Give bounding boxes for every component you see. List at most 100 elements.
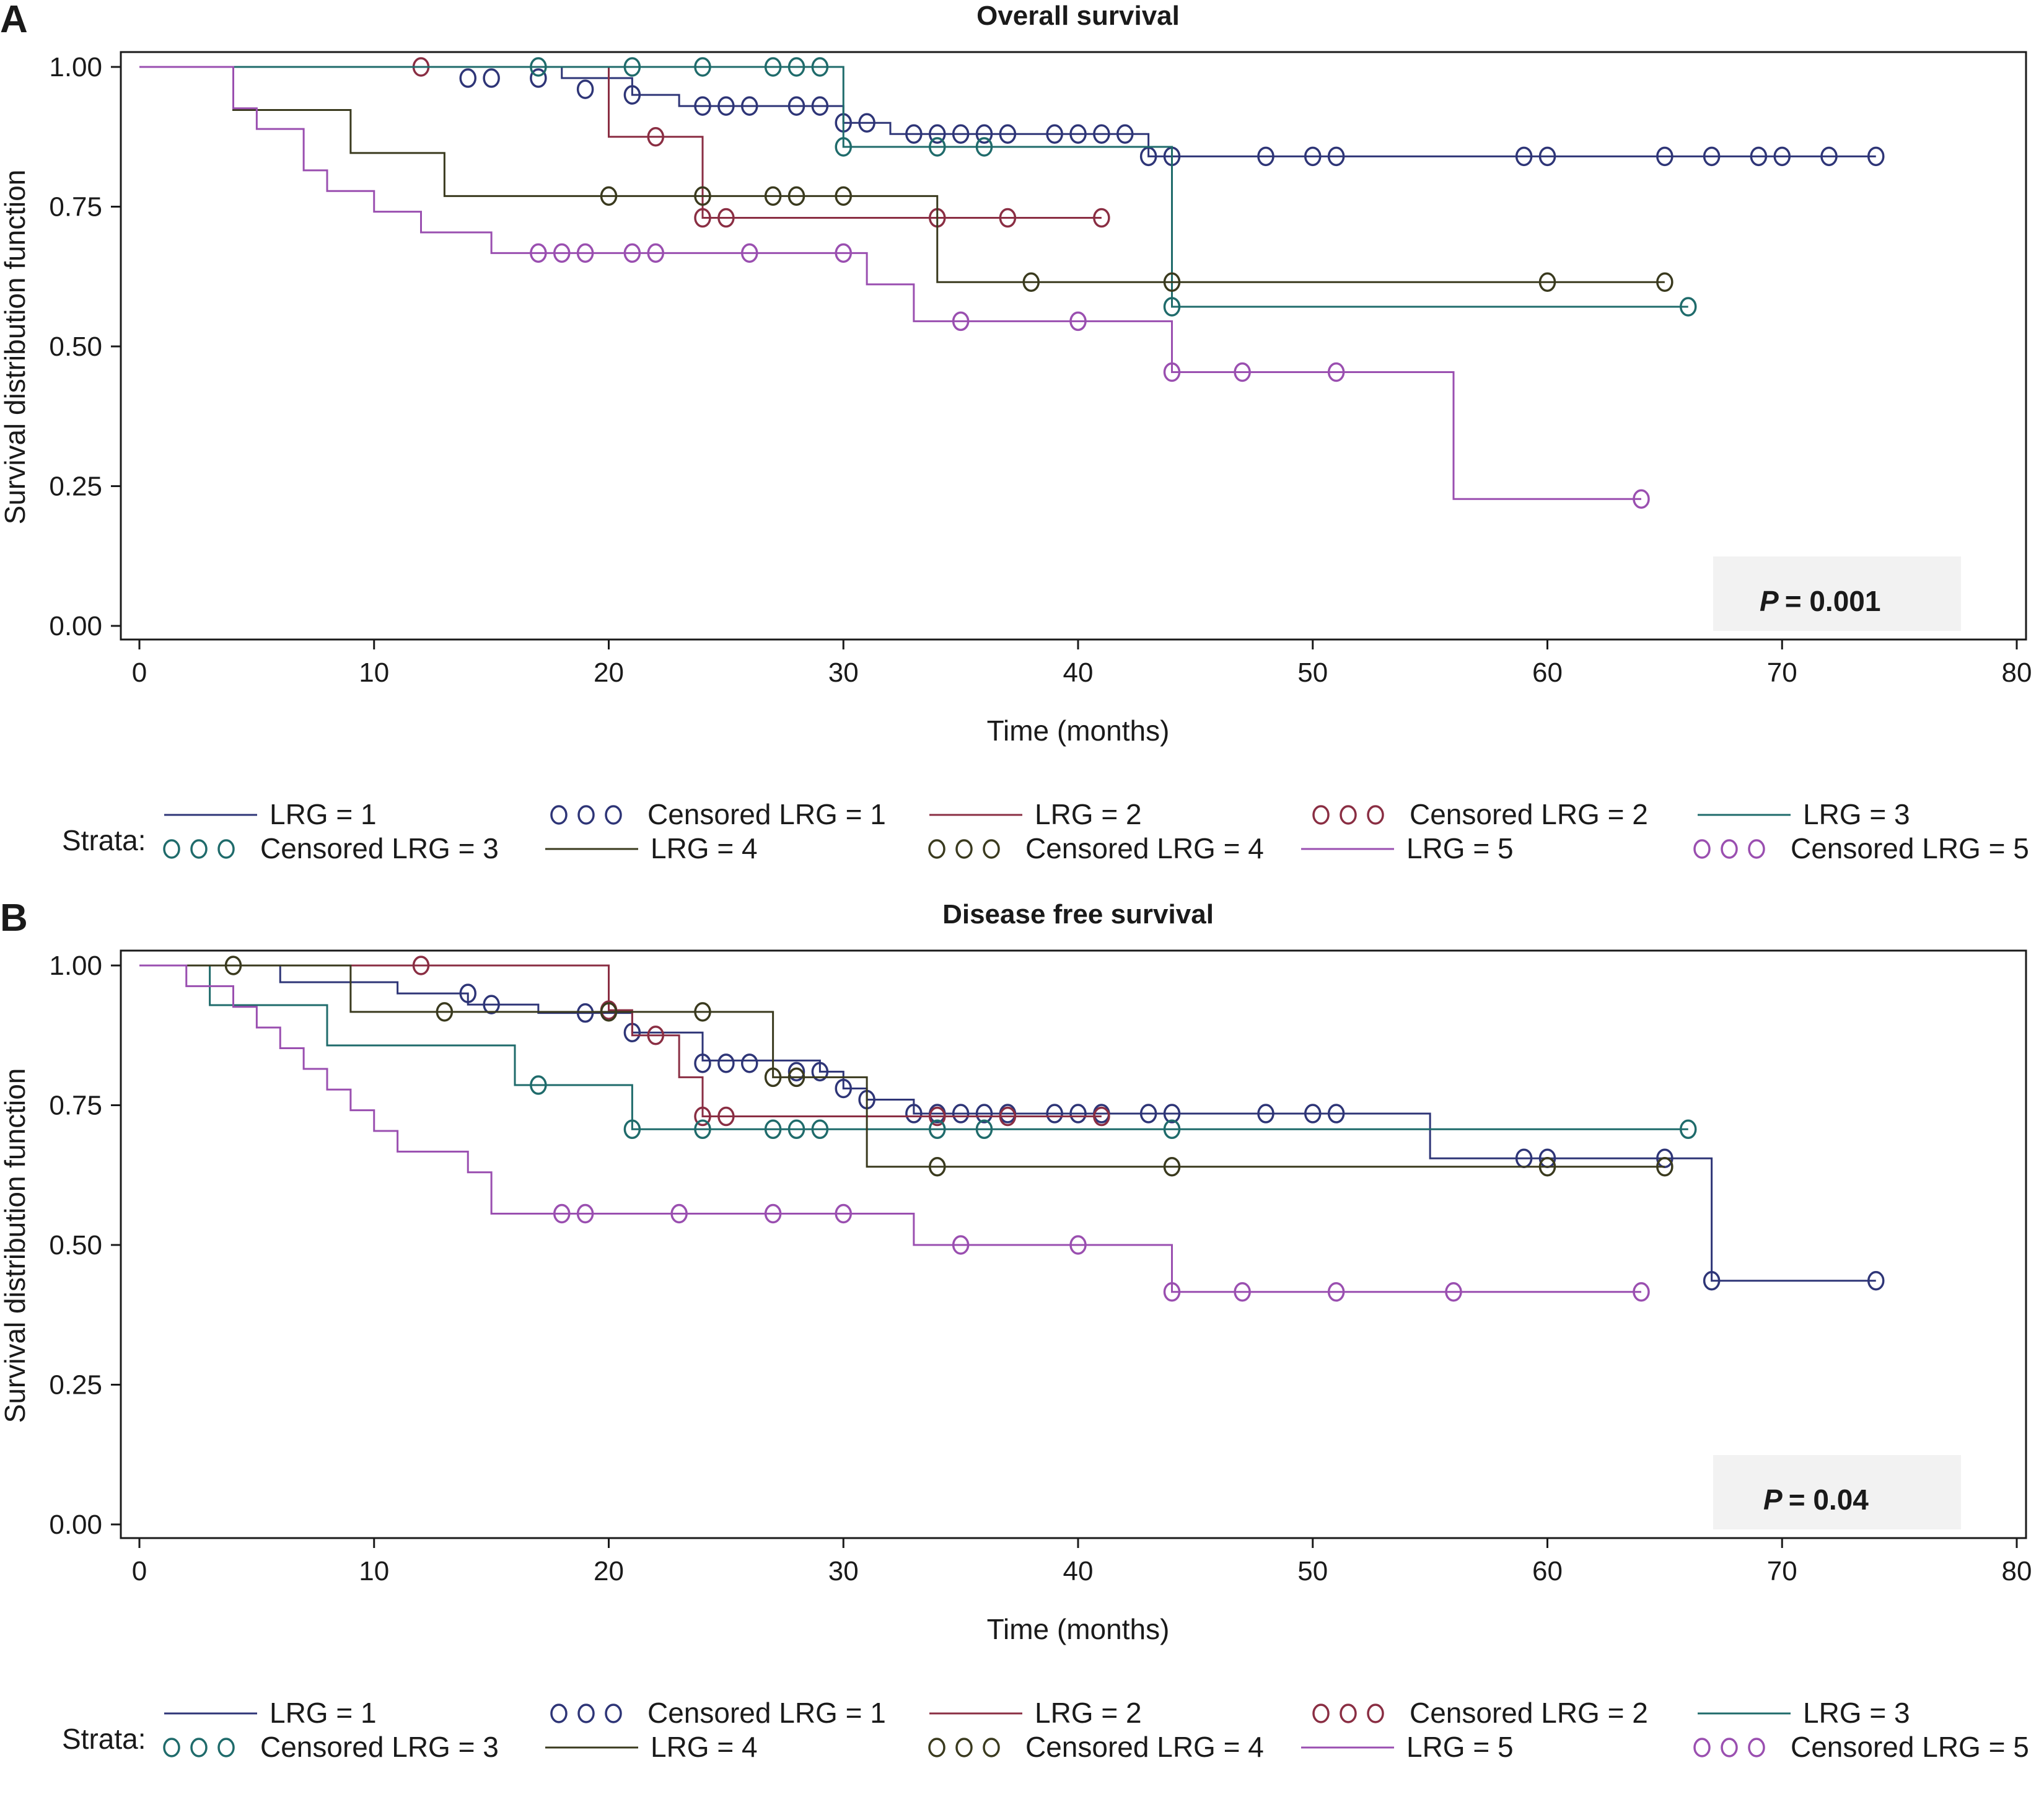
censor-marker <box>764 57 782 77</box>
x-tick-label: 80 <box>2002 1556 2032 1586</box>
censor-marker <box>1163 272 1181 292</box>
series-lrg3 <box>139 57 1697 317</box>
legend-entry-label: Censored LRG = 3 <box>260 832 499 864</box>
censor-marker <box>741 1053 758 1073</box>
censor-marker <box>1680 297 1697 317</box>
censor-marker <box>670 1203 688 1224</box>
censor-marker <box>975 1104 993 1123</box>
censor-marker <box>835 137 852 157</box>
censor-marker <box>1773 146 1791 167</box>
x-tick-label: 60 <box>1532 1556 1563 1586</box>
censor-marker <box>647 127 664 147</box>
legend: Strata:LRG = 1 Censored LRG = 1 LRG = 2 Cen… <box>62 798 2029 864</box>
series-lrg1 <box>139 66 1885 167</box>
censor-marker <box>1046 1104 1063 1123</box>
censor-marker <box>694 1053 711 1073</box>
censor-marker <box>1656 146 1673 167</box>
censor-marker <box>694 57 711 77</box>
legend-marker-swatch <box>190 839 208 859</box>
p-value: = 0.04 <box>1789 1484 1869 1516</box>
p-value-label: P = 0.001 <box>1760 585 1880 617</box>
censor-marker <box>787 96 805 116</box>
censor-marker <box>623 1119 641 1140</box>
censor-marker <box>1304 146 1322 167</box>
y-tick-label: 1.00 <box>49 52 102 82</box>
legend-marker-swatch <box>1367 1704 1384 1723</box>
legend-entry-label: Censored LRG = 2 <box>1410 798 1648 830</box>
censor-marker <box>858 113 875 133</box>
legend-marker-swatch <box>983 1738 1000 1757</box>
x-tick-label: 20 <box>594 657 624 688</box>
legend-marker-swatch <box>1721 839 1738 859</box>
censor-marker <box>553 243 571 263</box>
censor-marker <box>1116 124 1134 144</box>
legend-marker-swatch <box>163 1738 180 1757</box>
y-axis-title: Survival distribution function <box>0 1068 31 1423</box>
censor-marker <box>717 96 735 116</box>
x-tick-label: 50 <box>1297 1556 1328 1586</box>
legend-entry-label: LRG = 5 <box>1406 1731 1514 1763</box>
x-axis-title: Time (months) <box>987 1613 1170 1645</box>
legend-marker-swatch <box>983 839 1000 859</box>
censor-marker <box>647 243 664 263</box>
censor-marker <box>741 96 758 116</box>
censor-marker <box>483 995 500 1014</box>
censor-marker <box>835 1078 852 1099</box>
censor-marker <box>600 1002 618 1022</box>
legend: Strata:LRG = 1 Censored LRG = 1 LRG = 2 Cen… <box>62 1697 2029 1763</box>
legend-strata-label: Strata: <box>62 824 146 856</box>
censor-marker <box>1656 272 1673 292</box>
censor-marker <box>412 956 430 975</box>
censor-marker <box>811 96 829 116</box>
censor-marker <box>694 1106 711 1127</box>
censor-marker <box>1750 146 1768 167</box>
censor-marker <box>717 1053 735 1073</box>
legend-entry-label: LRG = 5 <box>1406 832 1514 864</box>
x-tick-label: 40 <box>1063 657 1094 688</box>
censor-marker <box>929 1106 946 1127</box>
censor-marker <box>1703 146 1721 167</box>
censor-marker <box>717 208 735 228</box>
censor-marker <box>530 68 547 88</box>
censor-marker <box>1656 1156 1673 1177</box>
censor-marker <box>1163 1104 1181 1123</box>
censor-marker <box>952 311 970 332</box>
censor-marker <box>787 1062 805 1082</box>
censor-marker <box>975 124 993 144</box>
censor-marker <box>787 186 805 206</box>
censor-marker <box>1867 1270 1885 1291</box>
censor-marker <box>1445 1282 1462 1302</box>
legend-marker-swatch <box>577 1704 595 1723</box>
censor-marker <box>787 1119 805 1140</box>
legend-marker-swatch <box>1721 1738 1738 1757</box>
censor-marker <box>1680 1119 1697 1140</box>
legend-marker-swatch <box>955 1738 973 1757</box>
censor-marker <box>787 1067 805 1088</box>
legend-marker-swatch <box>550 1704 568 1723</box>
censor-marker <box>1538 272 1556 292</box>
panel-a: A Overall survival 0.00 0.25 0.50 0.75 1.00 0… <box>0 0 2044 892</box>
censor-marker <box>835 186 852 206</box>
p-value-box <box>1713 1455 1961 1529</box>
censor-marker <box>1234 362 1251 382</box>
censor-marker <box>929 1119 946 1140</box>
chart-title: Disease free survival <box>942 899 1214 930</box>
legend-marker-swatch <box>955 839 973 859</box>
legend-marker-swatch <box>1312 805 1330 825</box>
y-tick-label: 0.00 <box>49 611 102 641</box>
censor-marker <box>1139 1104 1157 1123</box>
censor-marker <box>1046 124 1063 144</box>
censor-marker <box>1163 1156 1181 1177</box>
censor-marker <box>764 1067 782 1088</box>
plot-area: 0.00 0.25 0.50 0.75 1.00 0 10 20 30 40 50 60 70 80 <box>49 949 2032 1586</box>
y-tick-label: 1.00 <box>49 951 102 981</box>
legend-entry-label: Censored LRG = 5 <box>1791 832 2029 864</box>
censor-marker <box>459 983 476 1003</box>
legend-marker-swatch <box>605 805 622 825</box>
legend-marker-swatch <box>1748 1738 1765 1757</box>
series-lrg2 <box>139 956 1110 1127</box>
y-tick-label: 0.25 <box>49 1370 102 1400</box>
legend-marker-swatch <box>1748 839 1765 859</box>
legend-marker-swatch <box>928 1738 945 1757</box>
legend-entry-label: Censored LRG = 2 <box>1410 1697 1648 1729</box>
